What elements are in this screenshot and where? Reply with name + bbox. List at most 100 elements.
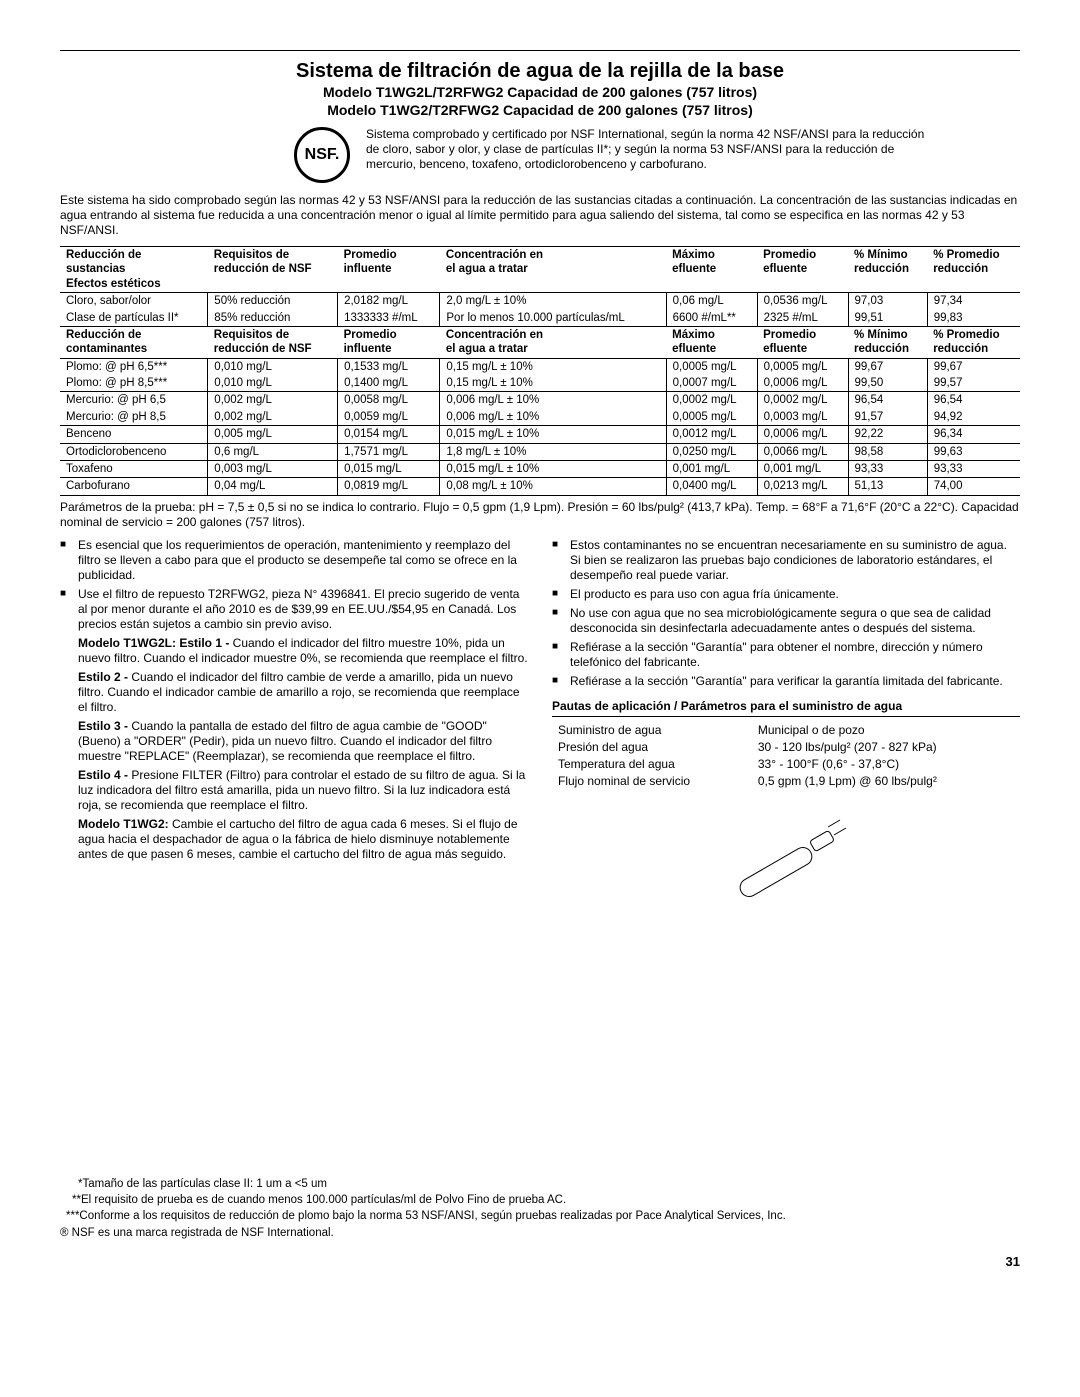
sub-paragraph: Modelo T1WG2: Cambie el cartucho del fil… (78, 817, 528, 862)
table-header: Requisitos dereducción de NSF (208, 326, 338, 358)
table-header: % Promedioreducción (927, 247, 1020, 293)
table-cell: 0,015 mg/L ± 10% (440, 426, 666, 443)
table-cell: Cloro, sabor/olor (60, 293, 208, 310)
table-cell: 1,7571 mg/L (338, 443, 440, 460)
list-item: Es esencial que los requerimientos de op… (60, 538, 528, 583)
table-header: Requisitos dereducción de NSF (208, 247, 338, 293)
table-cell: Flujo nominal de servicio (554, 774, 752, 789)
filter-illustration (552, 803, 1020, 917)
sub-paragraph: Estilo 4 - Presione FILTER (Filtro) para… (78, 768, 528, 813)
table-cell: 0,5 gpm (1,9 Lpm) @ 60 lbs/pulg² (754, 774, 1018, 789)
table-cell: Por lo menos 10.000 partículas/mL (440, 310, 666, 327)
table-header: % Promedioreducción (927, 326, 1020, 358)
table-cell: 0,0066 mg/L (757, 443, 848, 460)
table-cell: Presión del agua (554, 740, 752, 755)
table-cell: Mercurio: @ pH 6,5 (60, 392, 208, 409)
table-header: Concentración enel agua a tratar (440, 247, 666, 293)
table-cell: 0,0006 mg/L (757, 375, 848, 392)
table-cell: 99,67 (848, 358, 927, 375)
table-cell: 96,34 (927, 426, 1020, 443)
guidelines-table: Suministro de aguaMunicipal o de pozoPre… (552, 721, 1020, 791)
table-cell: Mercurio: @ pH 8,5 (60, 409, 208, 426)
table-cell: Ortodiclorobenceno (60, 443, 208, 460)
list-item: El producto es para uso con agua fría ún… (552, 587, 1020, 602)
style-label: Modelo T1WG2: (78, 817, 172, 831)
table-cell: 0,001 mg/L (666, 460, 757, 477)
test-parameters: Parámetros de la prueba: pH = 7,5 ± 0,5 … (60, 500, 1020, 530)
table-cell: 0,005 mg/L (208, 426, 338, 443)
table-cell: 0,6 mg/L (208, 443, 338, 460)
list-item: Use el filtro de repuesto T2RFWG2, pieza… (60, 587, 528, 862)
table-cell: 97,34 (927, 293, 1020, 310)
table-cell: 50% reducción (208, 293, 338, 310)
table-header: Promedioinfluente (338, 247, 440, 293)
footnotes: *Tamaño de las partículas clase II: 1 um… (60, 1177, 1020, 1241)
table-cell: 0,15 mg/L ± 10% (440, 375, 666, 392)
table-cell: 0,015 mg/L (338, 460, 440, 477)
left-bullet-list: Es esencial que los requerimientos de op… (60, 538, 528, 862)
table-header: Reducción desustanciasEfectos estéticos (60, 247, 208, 293)
table-cell: 99,50 (848, 375, 927, 392)
table-cell: 30 - 120 lbs/pulg² (207 - 827 kPa) (754, 740, 1018, 755)
table-cell: 0,006 mg/L ± 10% (440, 409, 666, 426)
nsf-logo-text: NSF. (305, 145, 340, 165)
subtitle-1: Modelo T1WG2L/T2RFWG2 Capacidad de 200 g… (60, 84, 1020, 102)
table-header: Promedioefluente (757, 326, 848, 358)
table-header: Reducción decontaminantes (60, 326, 208, 358)
table-cell: Temperatura del agua (554, 757, 752, 772)
table-header: Máximoefluente (666, 247, 757, 293)
table-cell: 99,51 (848, 310, 927, 327)
table-cell: 0,0059 mg/L (338, 409, 440, 426)
table-cell: 97,03 (848, 293, 927, 310)
subtitle-2: Modelo T1WG2/T2RFWG2 Capacidad de 200 ga… (60, 102, 1020, 120)
table-cell: 0,003 mg/L (208, 460, 338, 477)
table-cell: 0,0213 mg/L (757, 478, 848, 495)
right-column: Estos contaminantes no se encuentran nec… (552, 538, 1020, 917)
table-cell: 0,002 mg/L (208, 409, 338, 426)
nsf-row: NSF. Sistema comprobado y certificado po… (60, 127, 1020, 183)
table-cell: 0,1400 mg/L (338, 375, 440, 392)
table-cell: 6600 #/mL** (666, 310, 757, 327)
table-cell: 91,57 (848, 409, 927, 426)
nsf-cert-text: Sistema comprobado y certificado por NSF… (366, 127, 926, 172)
table-cell: 99,67 (927, 358, 1020, 375)
page-title: Sistema de filtración de agua de la reji… (60, 59, 1020, 84)
table-cell: Municipal o de pozo (754, 723, 1018, 738)
table-cell: 99,57 (927, 375, 1020, 392)
left-column: Es esencial que los requerimientos de op… (60, 538, 528, 917)
table-cell: 2,0 mg/L ± 10% (440, 293, 666, 310)
data-table: Reducción desustanciasEfectos estéticosR… (60, 246, 1020, 496)
table-cell: 0,0005 mg/L (666, 358, 757, 375)
footnote: ***Conforme a los requisitos de reducció… (60, 1209, 1020, 1223)
table-cell: 0,0002 mg/L (666, 392, 757, 409)
intro-paragraph: Este sistema ha sido comprobado según la… (60, 193, 1020, 238)
table-cell: Toxafeno (60, 460, 208, 477)
table-cell: 0,002 mg/L (208, 392, 338, 409)
table-cell: Suministro de agua (554, 723, 752, 738)
table-cell: 0,0536 mg/L (757, 293, 848, 310)
footnote: ® NSF es una marca registrada de NSF Int… (60, 1226, 1020, 1240)
sub-paragraph: Estilo 3 - Cuando la pantalla de estado … (78, 719, 528, 764)
page: Sistema de filtración de agua de la reji… (60, 50, 1020, 1270)
sub-paragraph: Estilo 2 - Cuando el indicador del filtr… (78, 670, 528, 715)
table-cell: Plomo: @ pH 6,5*** (60, 358, 208, 375)
table-cell: Clase de partículas II* (60, 310, 208, 327)
right-bullet-list: Estos contaminantes no se encuentran nec… (552, 538, 1020, 689)
list-item: No use con agua que no sea microbiológic… (552, 606, 1020, 636)
table-cell: 0,0400 mg/L (666, 478, 757, 495)
table-cell: 74,00 (927, 478, 1020, 495)
table-cell: 0,08 mg/L ± 10% (440, 478, 666, 495)
table-cell: 0,06 mg/L (666, 293, 757, 310)
table-cell: 33° - 100°F (0,6° - 37,8°C) (754, 757, 1018, 772)
table-cell: 94,92 (927, 409, 1020, 426)
table-cell: Benceno (60, 426, 208, 443)
list-item: Refiérase a la sección "Garantía" para v… (552, 674, 1020, 689)
table-cell: 0,0154 mg/L (338, 426, 440, 443)
table-cell: 0,0002 mg/L (757, 392, 848, 409)
table-cell: 0,0819 mg/L (338, 478, 440, 495)
table-cell: 0,1533 mg/L (338, 358, 440, 375)
table-cell: 0,04 mg/L (208, 478, 338, 495)
page-number: 31 (60, 1254, 1020, 1270)
table-cell: 0,015 mg/L ± 10% (440, 460, 666, 477)
style-label: Estilo 4 - (78, 768, 131, 782)
